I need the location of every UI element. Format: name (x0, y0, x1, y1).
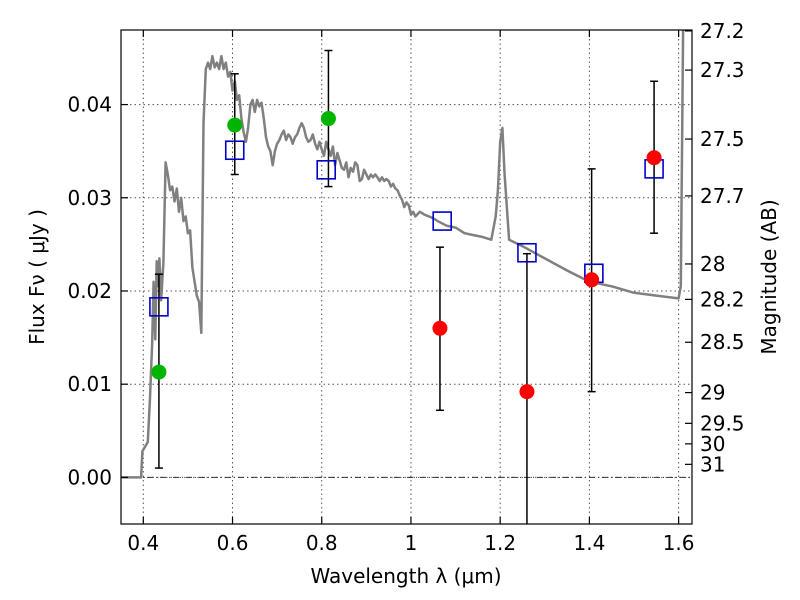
y-tick-label: 0.00 (67, 465, 112, 489)
x-tick-label: 1.2 (484, 531, 516, 555)
observed-photometry-point (320, 111, 336, 127)
plot-frame (120, 29, 693, 525)
magnitude-tick-label: 29.5 (700, 411, 745, 435)
observed-photometry-point (646, 150, 662, 166)
x-tick-layer: 0.4 0.6 0.8 1 1.2 1.4 1.6 (127, 30, 695, 555)
model-spectrum-layer (121, 30, 685, 479)
model-photometry-layer (149, 140, 664, 317)
magnitude-tick-label: 27.5 (700, 127, 745, 151)
observed-photometry-point (151, 364, 167, 380)
observed-photometry-layer (151, 111, 662, 400)
y-tick-label: 0.03 (67, 186, 112, 210)
magnitude-tick-label: 30 (700, 432, 725, 456)
model-photometry-square (316, 160, 337, 180)
right-axis-title: Magnitude (AB) (757, 199, 781, 354)
grid-layer (121, 30, 692, 524)
magnitude-tick-label: 27.3 (700, 58, 745, 82)
magnitude-tick-label: 31 (700, 452, 725, 476)
magnitude-tick-label: 28 (700, 252, 725, 276)
y-axis-title: Flux Fν ( μJy ) (25, 209, 49, 345)
x-tick-label: 1.4 (573, 531, 605, 555)
model-photometry-square (149, 297, 169, 317)
y-tick-layer: 0.00 0.01 0.02 0.03 0.04 (67, 93, 128, 489)
y-tick-label: 0.01 (67, 372, 112, 396)
magnitude-tick-label: 29 (700, 381, 725, 405)
x-axis-title: Wavelength λ (μm) (310, 564, 501, 588)
model-spectrum-line (121, 30, 685, 479)
observed-photometry-point (584, 272, 600, 288)
magnitude-tick-label: 27.2 (700, 19, 745, 43)
x-tick-label: 0.8 (306, 531, 338, 555)
magnitude-tick-label: 28.5 (700, 330, 745, 354)
y-tick-label: 0.02 (67, 279, 112, 303)
observed-photometry-point (432, 320, 448, 336)
x-tick-label: 1.6 (663, 531, 695, 555)
x-tick-label: 0.6 (217, 531, 249, 555)
observed-photometry-point (227, 117, 243, 133)
model-photometry-square (517, 242, 537, 263)
model-photometry-square (224, 140, 245, 161)
observed-photometry-point (519, 384, 535, 400)
magnitude-tick-label: 28.2 (700, 287, 745, 311)
y-tick-label: 0.04 (67, 93, 112, 117)
magnitude-tick-label: 27.7 (700, 184, 745, 208)
x-tick-label: 1 (405, 531, 418, 555)
model-photometry-square (432, 211, 452, 231)
x-tick-label: 0.4 (127, 531, 159, 555)
